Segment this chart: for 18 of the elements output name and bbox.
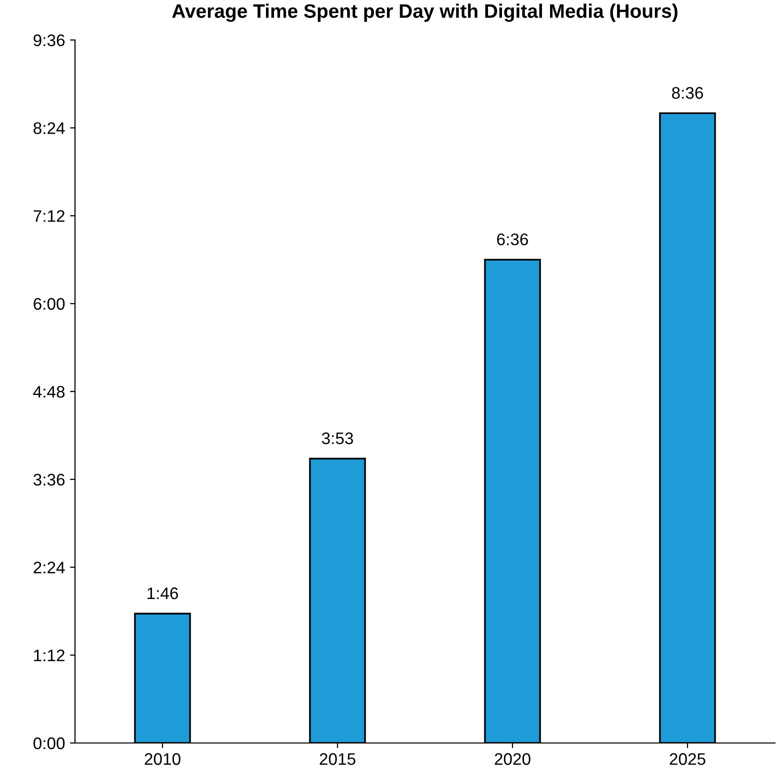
- data-label: 6:36: [497, 233, 528, 246]
- y-tick-label: 7:12: [34, 210, 64, 222]
- y-tick-label: 0:00: [33, 737, 65, 750]
- y-tick-label: 1:12: [34, 650, 64, 662]
- data-label: 3:53: [322, 432, 353, 444]
- data-label: 1:46: [148, 587, 178, 600]
- chart-title: Average Time Spent per Day with Digital Media (Hours): [172, 4, 678, 22]
- x-tick-label: 2020: [494, 753, 530, 765]
- y-tick-label: 6:00: [34, 298, 65, 310]
- y-tick-label: 3:36: [33, 474, 65, 486]
- x-tick-label: 2025: [670, 753, 706, 765]
- x-tick-label: 2010: [144, 753, 180, 765]
- y-tick-label: 8:24: [34, 122, 65, 134]
- y-tick-label: 2:24: [34, 562, 65, 574]
- data-label: 8:36: [672, 87, 703, 99]
- y-tick-label: 9:36: [34, 34, 65, 46]
- x-tick-label: 2015: [320, 753, 356, 765]
- y-tick-label: 4:48: [33, 386, 65, 398]
